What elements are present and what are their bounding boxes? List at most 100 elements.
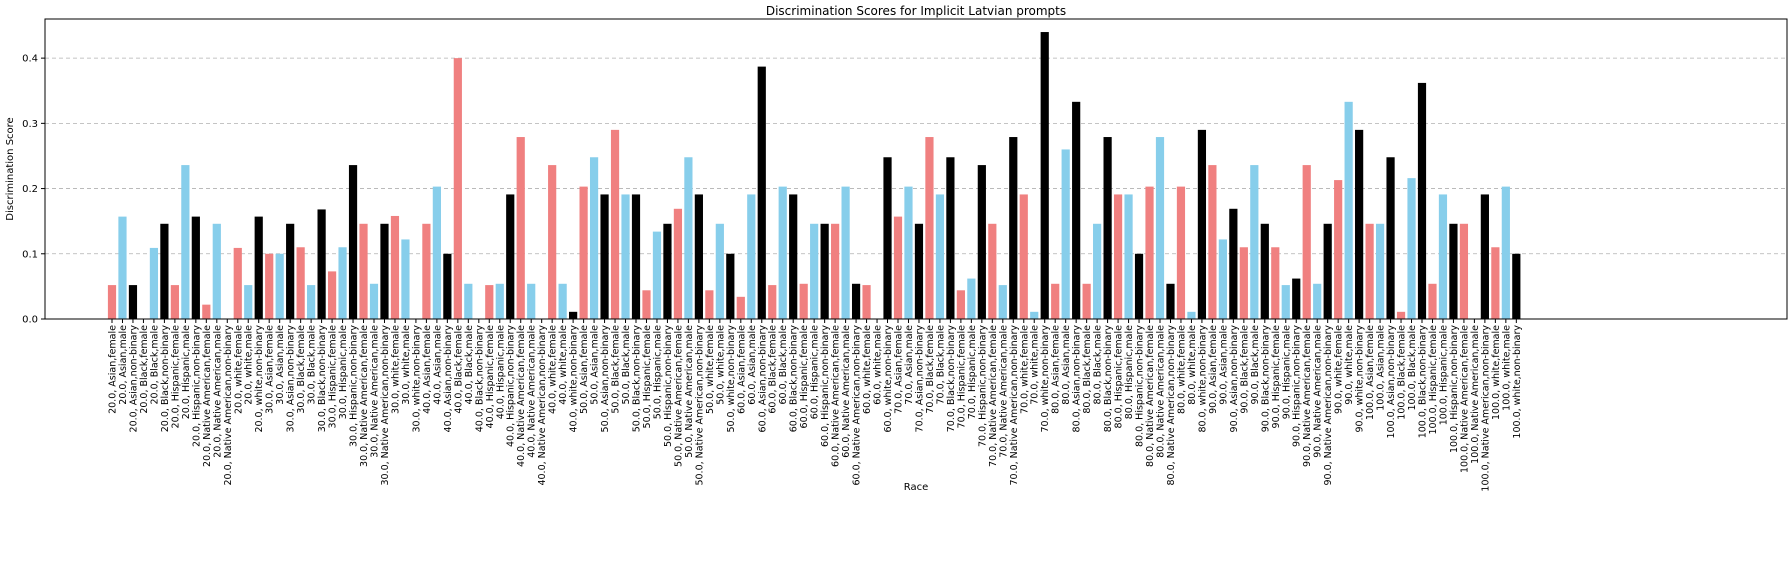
- x-tick-label: 60.0, Black,male: [778, 325, 789, 405]
- bar-male: [338, 247, 347, 319]
- x-tick-label: 40.0, Hispanic,male: [495, 325, 506, 419]
- x-tick-label: 30.0, white,non-binary: [411, 325, 422, 433]
- bar-male: [432, 186, 441, 319]
- bar-male: [1281, 285, 1290, 319]
- bar-male: [935, 194, 945, 319]
- bar-male: [401, 239, 410, 319]
- x-tick-label: 100.0, Black,male: [1407, 325, 1418, 411]
- x-tick-label: 40.0, Asian,non-binary: [443, 325, 454, 433]
- x-tick-label: 90.0, Asian,non-binary: [1229, 325, 1240, 433]
- x-tick-label: 60.0, Hispanic,male: [810, 325, 821, 419]
- bar-male: [1218, 239, 1227, 319]
- bar-male: [1344, 101, 1353, 320]
- bar-female: [956, 290, 965, 319]
- x-tick-label: 60.0, Native American,female: [831, 325, 842, 467]
- x-tick-label: 50.0, white,non-binary: [726, 325, 737, 433]
- x-tick-label: 70.0, Native American,male: [998, 325, 1009, 458]
- bar-non-binary: [160, 223, 169, 319]
- bar-female: [768, 285, 777, 319]
- bar-female: [831, 223, 840, 319]
- x-tick-label: 90.0, Asian,female: [1208, 325, 1219, 414]
- x-tick-label: 60.0, white,male: [873, 325, 884, 405]
- bar-non-binary: [1417, 82, 1427, 319]
- bar-non-binary: [1512, 253, 1521, 319]
- bar-non-binary: [1323, 223, 1332, 319]
- x-tick-label: 80.0, Native American,non-binary: [1166, 325, 1177, 486]
- x-tick-label: 70.0, Asian,non-binary: [914, 325, 925, 433]
- x-tick-label: 30.0, Hispanic,female: [328, 325, 339, 429]
- bar-female: [1365, 223, 1374, 319]
- x-tick-label: 90.0, Black,male: [1250, 325, 1261, 405]
- bar-male: [369, 283, 379, 319]
- x-tick-label: 40.0, Black,non-binary: [474, 325, 485, 433]
- bar-non-binary: [914, 223, 924, 319]
- bar-male: [1313, 283, 1322, 319]
- bar-layer: [107, 32, 1521, 320]
- x-tick-label: 70.0, white,non-binary: [1040, 325, 1051, 433]
- x-tick-label: 80.0, Asian,non-binary: [1072, 325, 1083, 433]
- x-axis-ticks: 20.0, Asian,female 20.0, Asian,male 20.0, …: [108, 319, 1523, 492]
- x-tick-label: 90.0, Black,female: [1239, 325, 1250, 414]
- bar-non-binary: [317, 209, 326, 319]
- x-tick-label: 60.0, Hispanic,female: [799, 325, 810, 429]
- x-tick-label: 20.0, Black,male: [149, 325, 160, 405]
- x-tick-label: 100.0, Asian,non-binary: [1386, 325, 1397, 439]
- x-tick-label: 50.0, Hispanic,male: [652, 325, 663, 419]
- bar-male: [275, 253, 284, 319]
- x-tick-label: 80.0, white,male: [1187, 325, 1198, 405]
- x-tick-label: 40.0, Native American,female: [516, 325, 527, 467]
- x-tick-label: 60.0, white,non-binary: [883, 325, 894, 433]
- x-tick-label: 30.0, Native American,male: [370, 325, 381, 458]
- x-tick-label: 30.0, Black,female: [296, 325, 307, 414]
- bar-female: [893, 216, 903, 319]
- bar-male: [904, 186, 913, 319]
- x-tick-label: 100.0, Black,non-binary: [1418, 325, 1429, 439]
- bar-female: [1208, 165, 1217, 319]
- bar-male: [1501, 186, 1510, 319]
- bar-non-binary: [1166, 283, 1175, 319]
- bar-male: [841, 186, 850, 319]
- bar-female: [485, 285, 494, 319]
- bar-male: [181, 165, 190, 319]
- bar-male: [212, 223, 221, 319]
- x-tick-label: 90.0, Hispanic,male: [1281, 325, 1292, 419]
- x-tick-label: 100.0, white,female: [1491, 325, 1502, 420]
- bar-male: [621, 194, 630, 319]
- bar-male: [307, 285, 316, 319]
- bar-male: [589, 157, 599, 319]
- bar-female: [1113, 194, 1123, 319]
- x-tick-label: 60.0, Native American,non-binary: [852, 325, 863, 486]
- bar-non-binary: [600, 194, 609, 319]
- bar-female: [1239, 247, 1248, 319]
- bar-male: [1375, 223, 1385, 319]
- bar-non-binary: [631, 194, 641, 319]
- bar-female: [925, 137, 934, 319]
- bar-female: [1176, 186, 1186, 319]
- bar-female: [988, 223, 997, 319]
- bar-female: [610, 129, 620, 319]
- x-tick-label: 80.0, Asian,male: [1061, 325, 1072, 405]
- x-tick-label: 30.0, Hispanic,male: [338, 325, 349, 419]
- bar-male: [495, 283, 504, 319]
- bar-male: [1250, 165, 1259, 319]
- bar-female: [327, 271, 337, 319]
- x-tick-label: 90.0, white,non-binary: [1355, 325, 1366, 433]
- bar-non-binary: [254, 216, 263, 319]
- bar-male: [1438, 194, 1448, 319]
- x-tick-label: 100.0, white,non-binary: [1512, 325, 1523, 439]
- bar-non-binary: [1103, 137, 1112, 319]
- bar-female: [1302, 165, 1311, 319]
- bar-non-binary: [726, 253, 735, 319]
- x-tick-label: 20.0, Hispanic,non-binary: [191, 325, 202, 447]
- x-tick-label: 60.0, Asian,female: [736, 325, 747, 414]
- bar-male: [778, 186, 787, 319]
- bar-female: [1396, 311, 1406, 319]
- bar-non-binary: [946, 157, 955, 319]
- bar-female: [422, 223, 431, 319]
- x-tick-label: 100.0, Native American,non-binary: [1480, 325, 1491, 492]
- x-tick-label: 20.0, Asian,female: [108, 325, 119, 414]
- bar-female: [1145, 186, 1154, 319]
- x-tick-label: 100.0, Hispanic,male: [1438, 325, 1449, 425]
